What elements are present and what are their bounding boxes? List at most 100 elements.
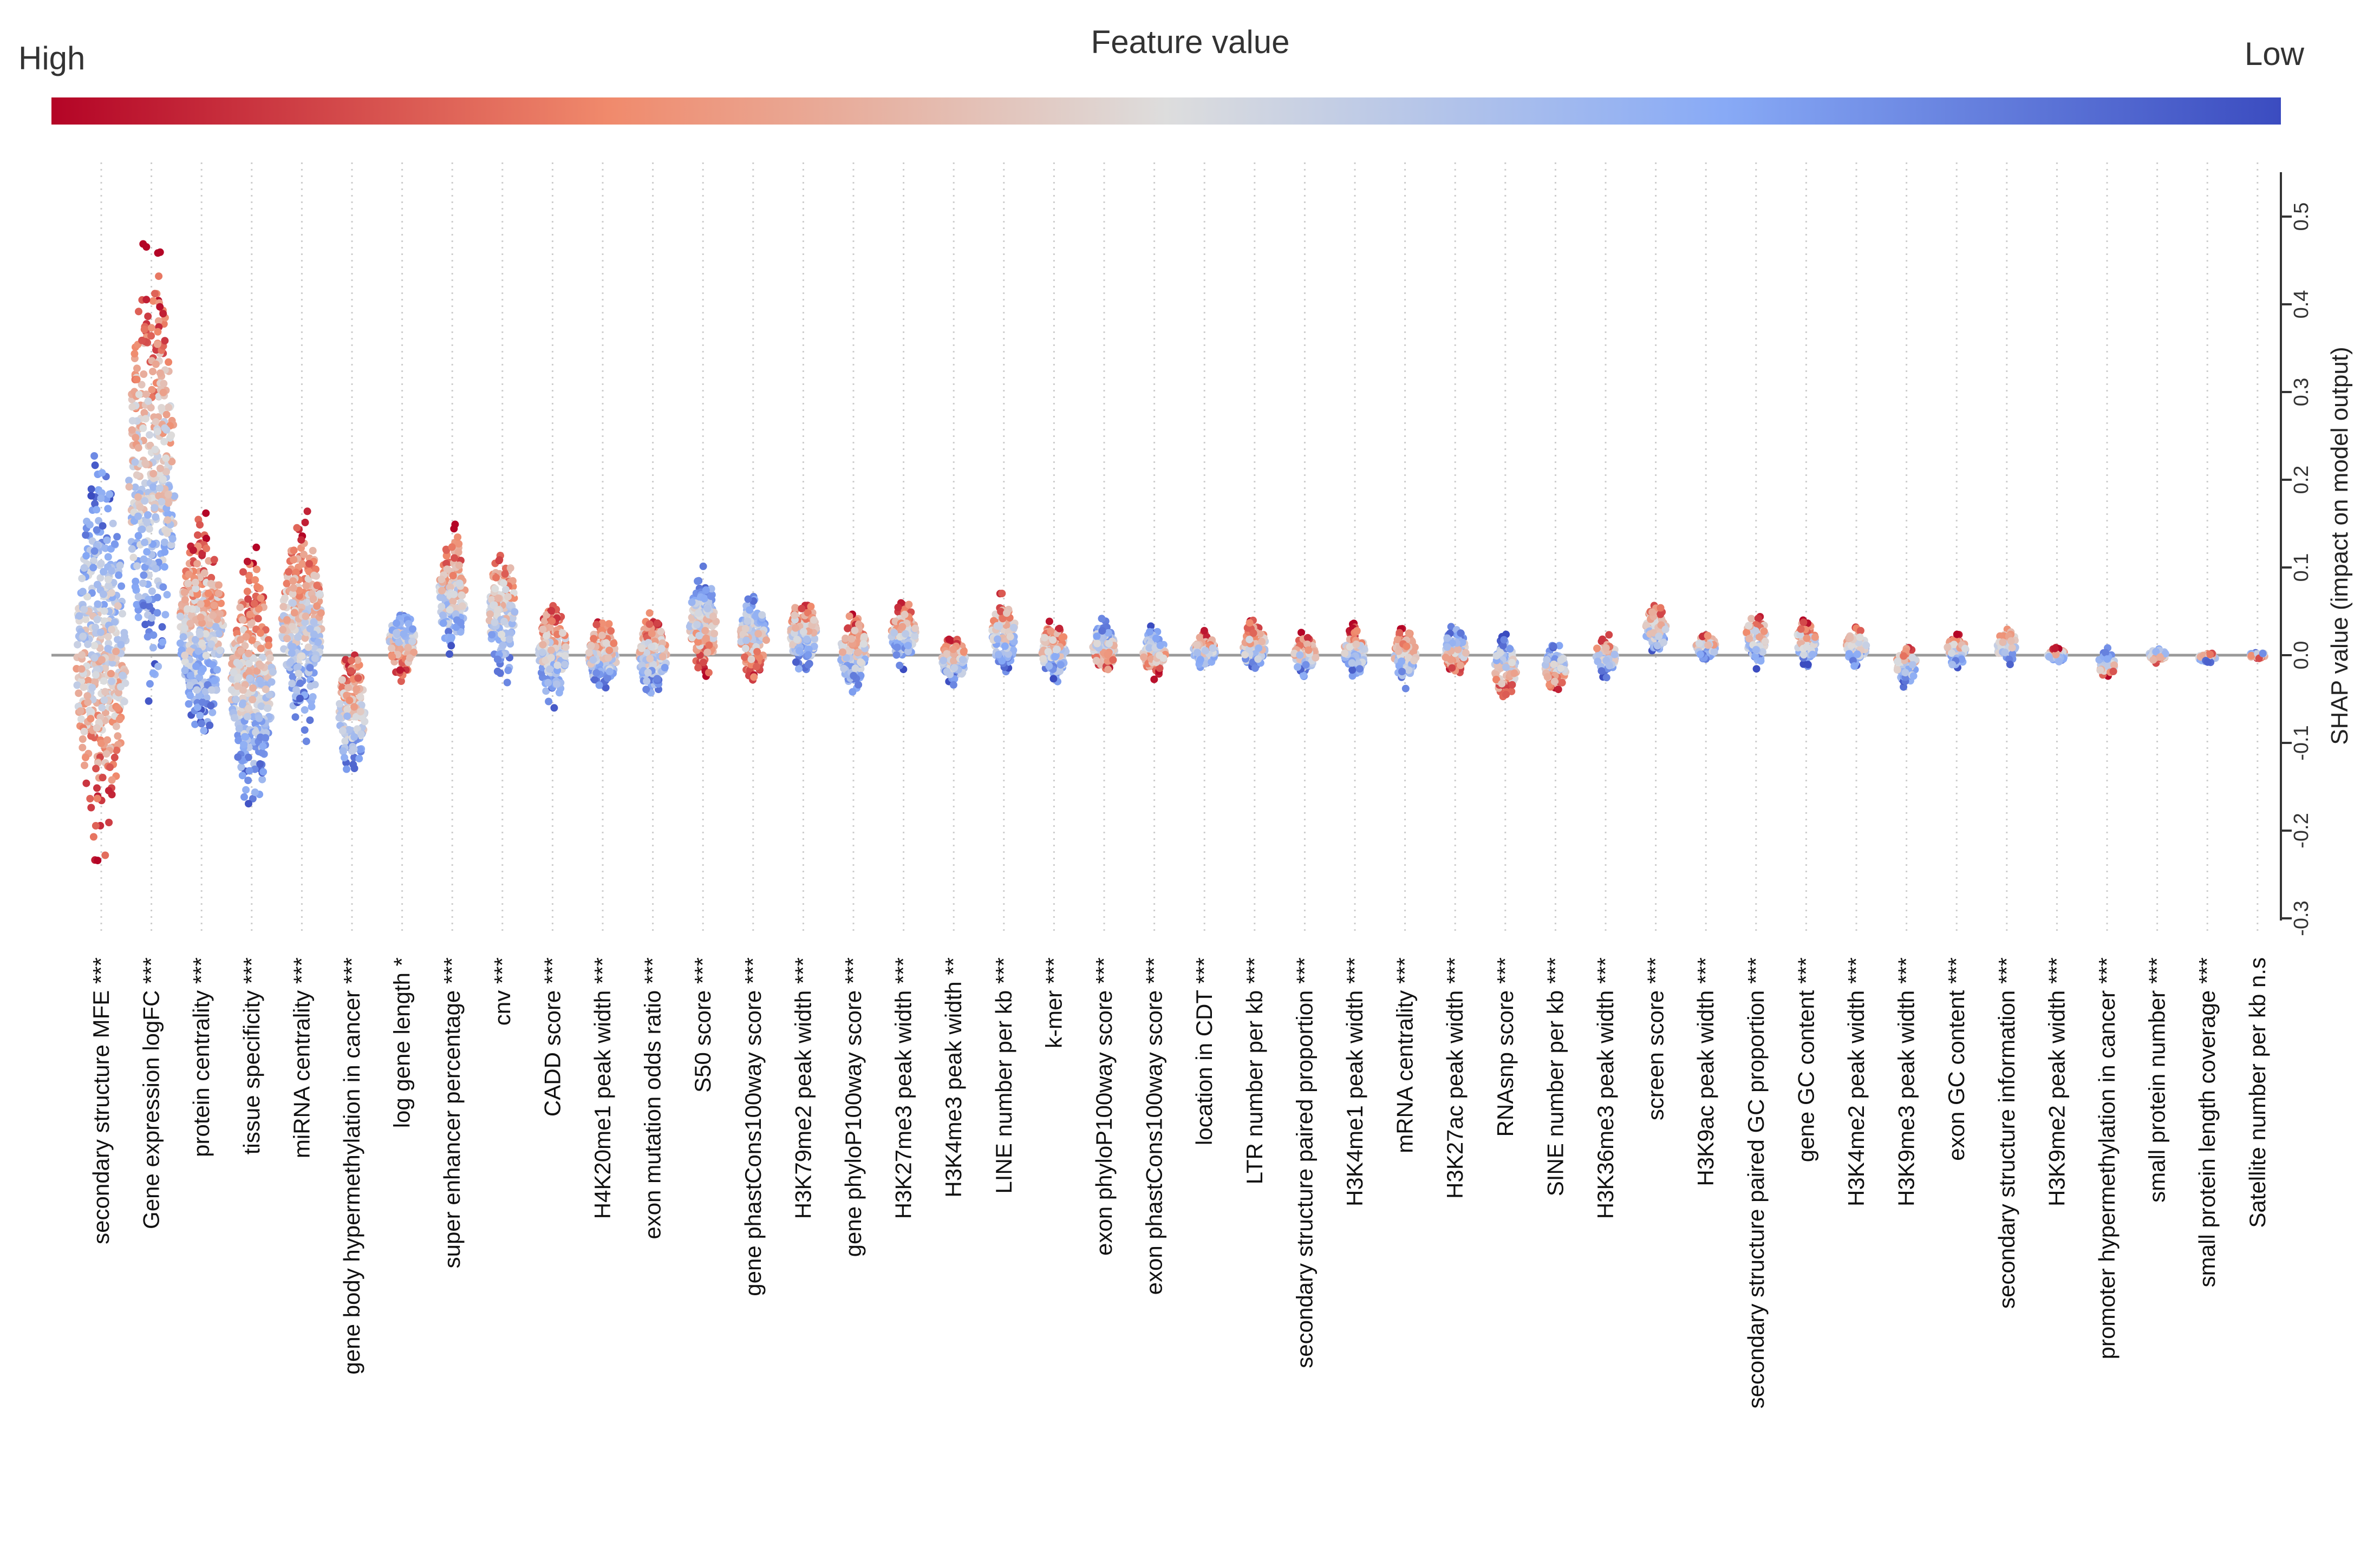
shap-point <box>143 548 151 556</box>
shap-point <box>108 654 115 662</box>
shap-point <box>110 618 119 626</box>
shap-point <box>539 641 547 649</box>
shap-point <box>890 629 898 637</box>
shap-point <box>1104 665 1112 674</box>
shap-point <box>301 518 309 526</box>
shap-point <box>347 667 355 675</box>
shap-point <box>207 573 216 582</box>
shap-point <box>1246 619 1254 627</box>
shap-point <box>101 688 109 696</box>
shap-point <box>89 564 97 572</box>
shap-point <box>233 682 242 690</box>
shap-point <box>249 795 257 802</box>
shap-point <box>839 648 846 656</box>
shap-point <box>1303 634 1312 642</box>
shap-point <box>116 562 124 570</box>
shap-point <box>151 290 159 298</box>
shap-point <box>264 704 271 713</box>
shap-point <box>155 272 163 280</box>
shap-point <box>151 504 159 512</box>
shap-point <box>161 548 169 556</box>
shap-point <box>104 505 112 513</box>
shap-point <box>1296 651 1304 659</box>
shap-point <box>550 704 558 712</box>
shap-point <box>88 684 96 691</box>
shap-point <box>742 636 750 644</box>
shap-point <box>113 746 121 754</box>
shap-point <box>145 525 153 533</box>
shap-point <box>905 600 913 609</box>
shap-point <box>138 525 146 533</box>
shap-point <box>186 647 194 655</box>
shap-point <box>251 788 259 797</box>
shap-point <box>449 597 457 605</box>
shap-point <box>141 479 149 487</box>
shap-point <box>160 438 168 446</box>
shap-point <box>87 715 95 723</box>
shap-point <box>84 676 92 684</box>
shap-point <box>145 571 153 579</box>
shap-point <box>100 600 108 609</box>
shap-point <box>1510 669 1518 677</box>
shap-point <box>108 677 115 686</box>
shap-point <box>99 774 107 781</box>
shap-point <box>436 593 444 602</box>
shap-point <box>208 661 217 669</box>
shap-point <box>244 595 252 603</box>
shap-point <box>309 547 317 554</box>
shap-point <box>75 689 83 697</box>
shap-point <box>92 822 100 830</box>
shap-point <box>186 619 194 628</box>
shap-point <box>155 492 163 500</box>
shap-point <box>700 658 707 667</box>
shap-point <box>162 410 171 419</box>
shap-point <box>338 727 347 735</box>
shap-point <box>201 687 210 695</box>
shap-point <box>607 627 615 635</box>
shap-point <box>1251 664 1259 672</box>
shap-point <box>134 444 142 452</box>
shap-point <box>657 644 666 652</box>
shap-point <box>207 580 215 588</box>
shap-point <box>439 619 447 627</box>
shap-point <box>455 579 464 588</box>
shap-point <box>82 779 90 787</box>
shap-point <box>1098 627 1106 635</box>
shap-point <box>1398 668 1406 676</box>
shap-point <box>849 688 857 696</box>
shap-point <box>121 632 129 641</box>
shap-point <box>504 667 512 674</box>
shap-point <box>643 677 651 685</box>
shap-point <box>648 630 656 637</box>
shap-point <box>604 654 612 662</box>
shap-point <box>1348 659 1356 667</box>
shap-point <box>286 658 295 666</box>
shap-point <box>844 624 852 632</box>
shap-point <box>901 610 909 618</box>
shap-point <box>106 763 114 771</box>
shap-point <box>139 579 147 588</box>
shap-point <box>97 494 105 502</box>
shap-point <box>1554 686 1562 694</box>
shap-point <box>198 550 206 558</box>
shap-point <box>84 699 92 707</box>
shap-point <box>695 632 703 639</box>
shap-point <box>1201 647 1209 655</box>
shap-point <box>1255 644 1263 652</box>
shap-point <box>245 800 252 808</box>
shap-point <box>209 611 217 619</box>
shap-point <box>289 599 297 607</box>
shap-point <box>353 685 361 693</box>
shap-point <box>145 697 153 705</box>
shap-point <box>198 720 205 728</box>
shap-point <box>167 541 175 549</box>
shap-point <box>236 603 244 611</box>
shap-point <box>409 625 416 633</box>
shap-point <box>158 623 166 631</box>
shap-point <box>281 594 289 602</box>
shap-point <box>1150 675 1158 683</box>
shap-point <box>86 521 94 529</box>
shap-point <box>355 755 363 762</box>
shap-point <box>98 656 106 664</box>
shap-point <box>135 390 143 399</box>
